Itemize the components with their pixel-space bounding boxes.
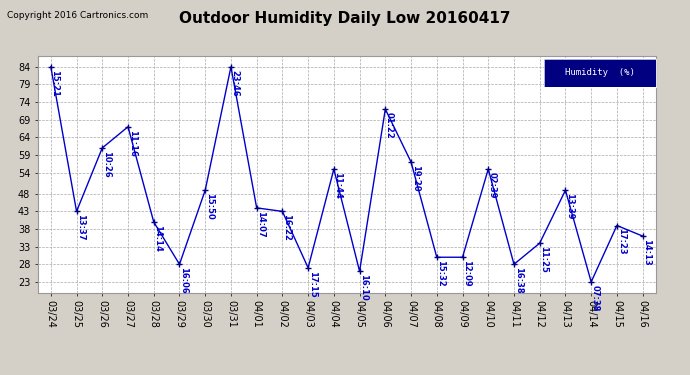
Text: 17:23: 17:23 (617, 228, 626, 255)
Text: 15:50: 15:50 (205, 193, 214, 220)
Text: 10:26: 10:26 (102, 151, 111, 177)
Text: 15:21: 15:21 (50, 70, 59, 96)
Text: 17:15: 17:15 (308, 271, 317, 297)
Text: 12:09: 12:09 (462, 260, 471, 286)
Text: 02:39: 02:39 (488, 172, 497, 198)
Text: 13:39: 13:39 (565, 193, 574, 219)
Text: Copyright 2016 Cartronics.com: Copyright 2016 Cartronics.com (7, 11, 148, 20)
Text: Outdoor Humidity Daily Low 20160417: Outdoor Humidity Daily Low 20160417 (179, 11, 511, 26)
Text: 16:10: 16:10 (359, 274, 368, 301)
Text: 14:13: 14:13 (642, 239, 651, 266)
Text: 07:38: 07:38 (591, 285, 600, 311)
Text: 13:37: 13:37 (76, 214, 85, 241)
Text: 15:32: 15:32 (437, 260, 446, 287)
Text: 11:25: 11:25 (540, 246, 549, 273)
Text: 19:20: 19:20 (411, 165, 420, 191)
Text: 16:06: 16:06 (179, 267, 188, 294)
Text: 14:07: 14:07 (256, 211, 266, 237)
Text: 11:44: 11:44 (333, 172, 342, 199)
Text: 23:46: 23:46 (230, 70, 239, 96)
Text: 16:22: 16:22 (282, 214, 291, 241)
Text: 11:16: 11:16 (128, 129, 137, 156)
Text: 01:22: 01:22 (385, 112, 394, 139)
Text: 14:14: 14:14 (153, 225, 162, 252)
Text: 16:38: 16:38 (513, 267, 522, 294)
